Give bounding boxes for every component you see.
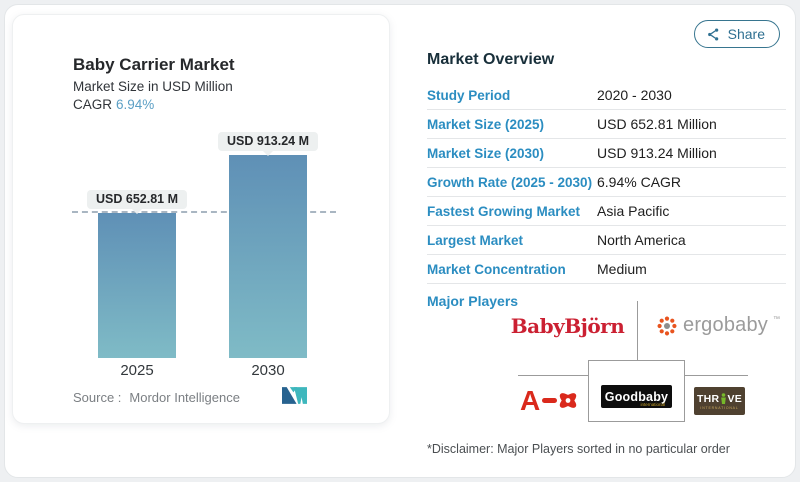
babybjorn-logo: BabyBjörn [510,314,625,338]
thrive-subtext: INTERNATIONAL [700,405,739,410]
row-label: Fastest Growing Market [427,203,581,219]
chart-card [12,14,390,424]
row-value: Asia Pacific [597,203,670,219]
cagr-label: CAGR [73,97,113,112]
thrive-person-icon [720,393,727,404]
row-value: 6.94% CAGR [597,174,682,190]
goodbaby-wordmark: Goodbaby [604,389,669,404]
thrive-logo: THR VE INTERNATIONAL [694,387,745,415]
row-value: USD 652.81 Million [597,116,717,132]
thrive-wordmark: THR VE [697,393,742,405]
row-value: USD 913.24 Million [597,145,717,161]
source-value: Mordor Intelligence [129,390,240,405]
chart-cagr: CAGR 6.94% [73,97,154,112]
table-row: Study Period 2020 - 2030 [427,81,786,110]
row-label: Market Concentration [427,261,566,277]
row-value: North America [597,232,686,248]
players-divider-vertical [637,301,638,360]
table-row: Fastest Growing Market Asia Pacific [427,197,786,226]
source-label: Source : [73,390,122,405]
artsana-letter: A [520,385,540,414]
overview-table: Study Period 2020 - 2030 Market Size (20… [427,81,786,284]
overview-heading: Market Overview [427,51,555,68]
row-value: 2020 - 2030 [597,87,672,103]
ergobaby-trademark: ™ [773,316,780,323]
x-tick-2025: 2025 [120,362,154,379]
mordor-intelligence-logo-icon [282,387,307,409]
table-row: Largest Market North America [427,226,786,255]
thrive-text-left: THR [696,392,720,405]
row-label: Growth Rate (2025 - 2030) [427,174,593,190]
cagr-value: 6.94% [116,97,155,112]
table-row: Market Size (2025) USD 652.81 Million [427,110,786,139]
bar-value-label-2025: USD 652.81 M [87,190,187,209]
bar-2025 [98,213,176,358]
reference-dashed-line [72,211,336,213]
bar-value-label-2030: USD 913.24 M [218,132,318,152]
chart-title: Baby Carrier Market [73,55,235,74]
goodbaby-subtext: international [640,402,665,407]
table-row: Market Size (2030) USD 913.24 Million [427,139,786,168]
chart-subtitle: Market Size in USD Million [73,79,233,94]
source-row: Source : Mordor Intelligence [73,390,240,405]
share-icon [706,27,721,42]
ergobaby-wordmark: ergobaby [683,314,768,336]
row-label: Market Size (2025) [427,116,545,132]
artsana-logo: A [520,384,584,416]
bar-2030 [229,155,307,358]
row-value: Medium [597,261,647,277]
thrive-text-right: VE [727,392,743,405]
ergobaby-spiral-icon [656,315,678,337]
row-label: Market Size (2030) [427,145,545,161]
major-players-label: Major Players [427,293,519,309]
ergobaby-logo: ergobaby ™ [648,314,788,337]
disclaimer-text: *Disclaimer: Major Players sorted in no … [427,442,730,456]
x-tick-2030: 2030 [251,362,285,379]
row-label: Largest Market [427,232,524,248]
share-button[interactable]: Share [693,20,780,48]
table-row: Market Concentration Medium [427,255,786,284]
row-label: Study Period [427,87,511,103]
table-row: Growth Rate (2025 - 2030) 6.94% CAGR [427,168,786,197]
share-button-label: Share [727,26,765,42]
goodbaby-logo: Goodbaby international [601,385,672,408]
